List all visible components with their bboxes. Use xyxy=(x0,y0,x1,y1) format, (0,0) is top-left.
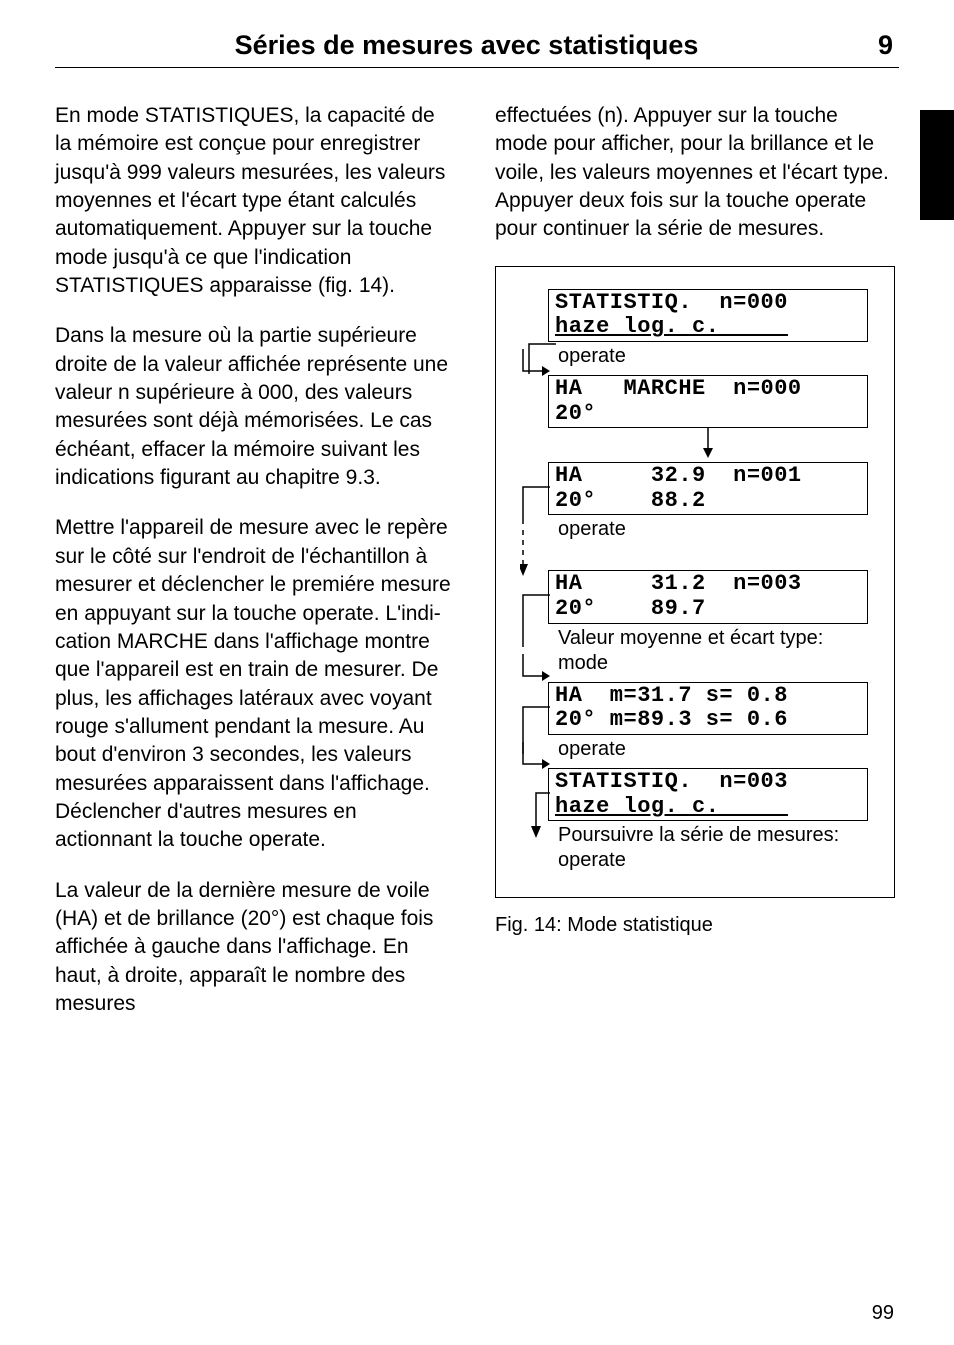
flow-diagram: STATISTIQ. n=000 haze log. c. operate HA… xyxy=(495,266,895,899)
flow-caption: operate xyxy=(558,517,876,542)
lcd-line: 20° m=89.3 s= 0.6 xyxy=(555,708,861,733)
lcd-line: 20° 89.7 xyxy=(555,597,861,622)
lcd-line: 20° 88.2 xyxy=(555,489,861,514)
section-number: 9 xyxy=(878,30,899,61)
section-title: Séries de mesures avec statistiques xyxy=(55,30,878,61)
lcd-screen: HA m=31.7 s= 0.8 20° m=89.3 s= 0.6 xyxy=(548,682,868,735)
lcd-screen: HA MARCHE n=000 20° xyxy=(548,375,868,428)
para: effectuées (n). Appuyer sur la touche mo… xyxy=(495,102,895,244)
lcd-screen: HA 31.2 n=003 20° 89.7 xyxy=(548,570,868,623)
right-column: effectuées (n). Appuyer sur la touche mo… xyxy=(495,102,895,1040)
flow-arrow-down-icon xyxy=(548,428,868,462)
page-number: 99 xyxy=(872,1302,894,1325)
left-column: En mode STATISTIQUES, la capaci­té de la… xyxy=(55,102,455,1040)
para: Dans la mesure où la partie supé­rieure … xyxy=(55,322,455,492)
lcd-line: haze log. c. xyxy=(555,795,861,820)
lcd-screen: HA 32.9 n=001 20° 88.2 xyxy=(548,462,868,515)
flow-caption: operate xyxy=(558,344,876,369)
lcd-line: 20° xyxy=(555,402,861,427)
lcd-line: HA 31.2 n=003 xyxy=(555,572,861,597)
lcd-line: STATISTIQ. n=000 xyxy=(555,291,861,316)
lcd-line: HA m=31.7 s= 0.8 xyxy=(555,684,861,709)
figure-caption: Fig. 14: Mode statistique xyxy=(495,912,895,939)
flow-caption: Valeur moyenne et écart type: mode xyxy=(558,626,876,676)
lcd-screen: STATISTIQ. n=003 haze log. c. xyxy=(548,768,868,821)
lcd-line: STATISTIQ. n=003 xyxy=(555,770,861,795)
lcd-line: HA MARCHE n=000 xyxy=(555,377,861,402)
lcd-screen: STATISTIQ. n=000 haze log. c. xyxy=(548,289,868,342)
side-tab xyxy=(920,110,954,220)
para: La valeur de la dernière mesure de voile… xyxy=(55,877,455,1019)
lcd-line: haze log. c. xyxy=(555,315,861,340)
flow-caption: operate xyxy=(558,737,876,762)
para: Mettre l'appareil de mesure avec le repè… xyxy=(55,514,455,854)
lcd-line: HA 32.9 n=001 xyxy=(555,464,861,489)
flow-caption: Poursuivre la série de mesures: operate xyxy=(558,823,876,873)
para: En mode STATISTIQUES, la capaci­té de la… xyxy=(55,102,455,300)
